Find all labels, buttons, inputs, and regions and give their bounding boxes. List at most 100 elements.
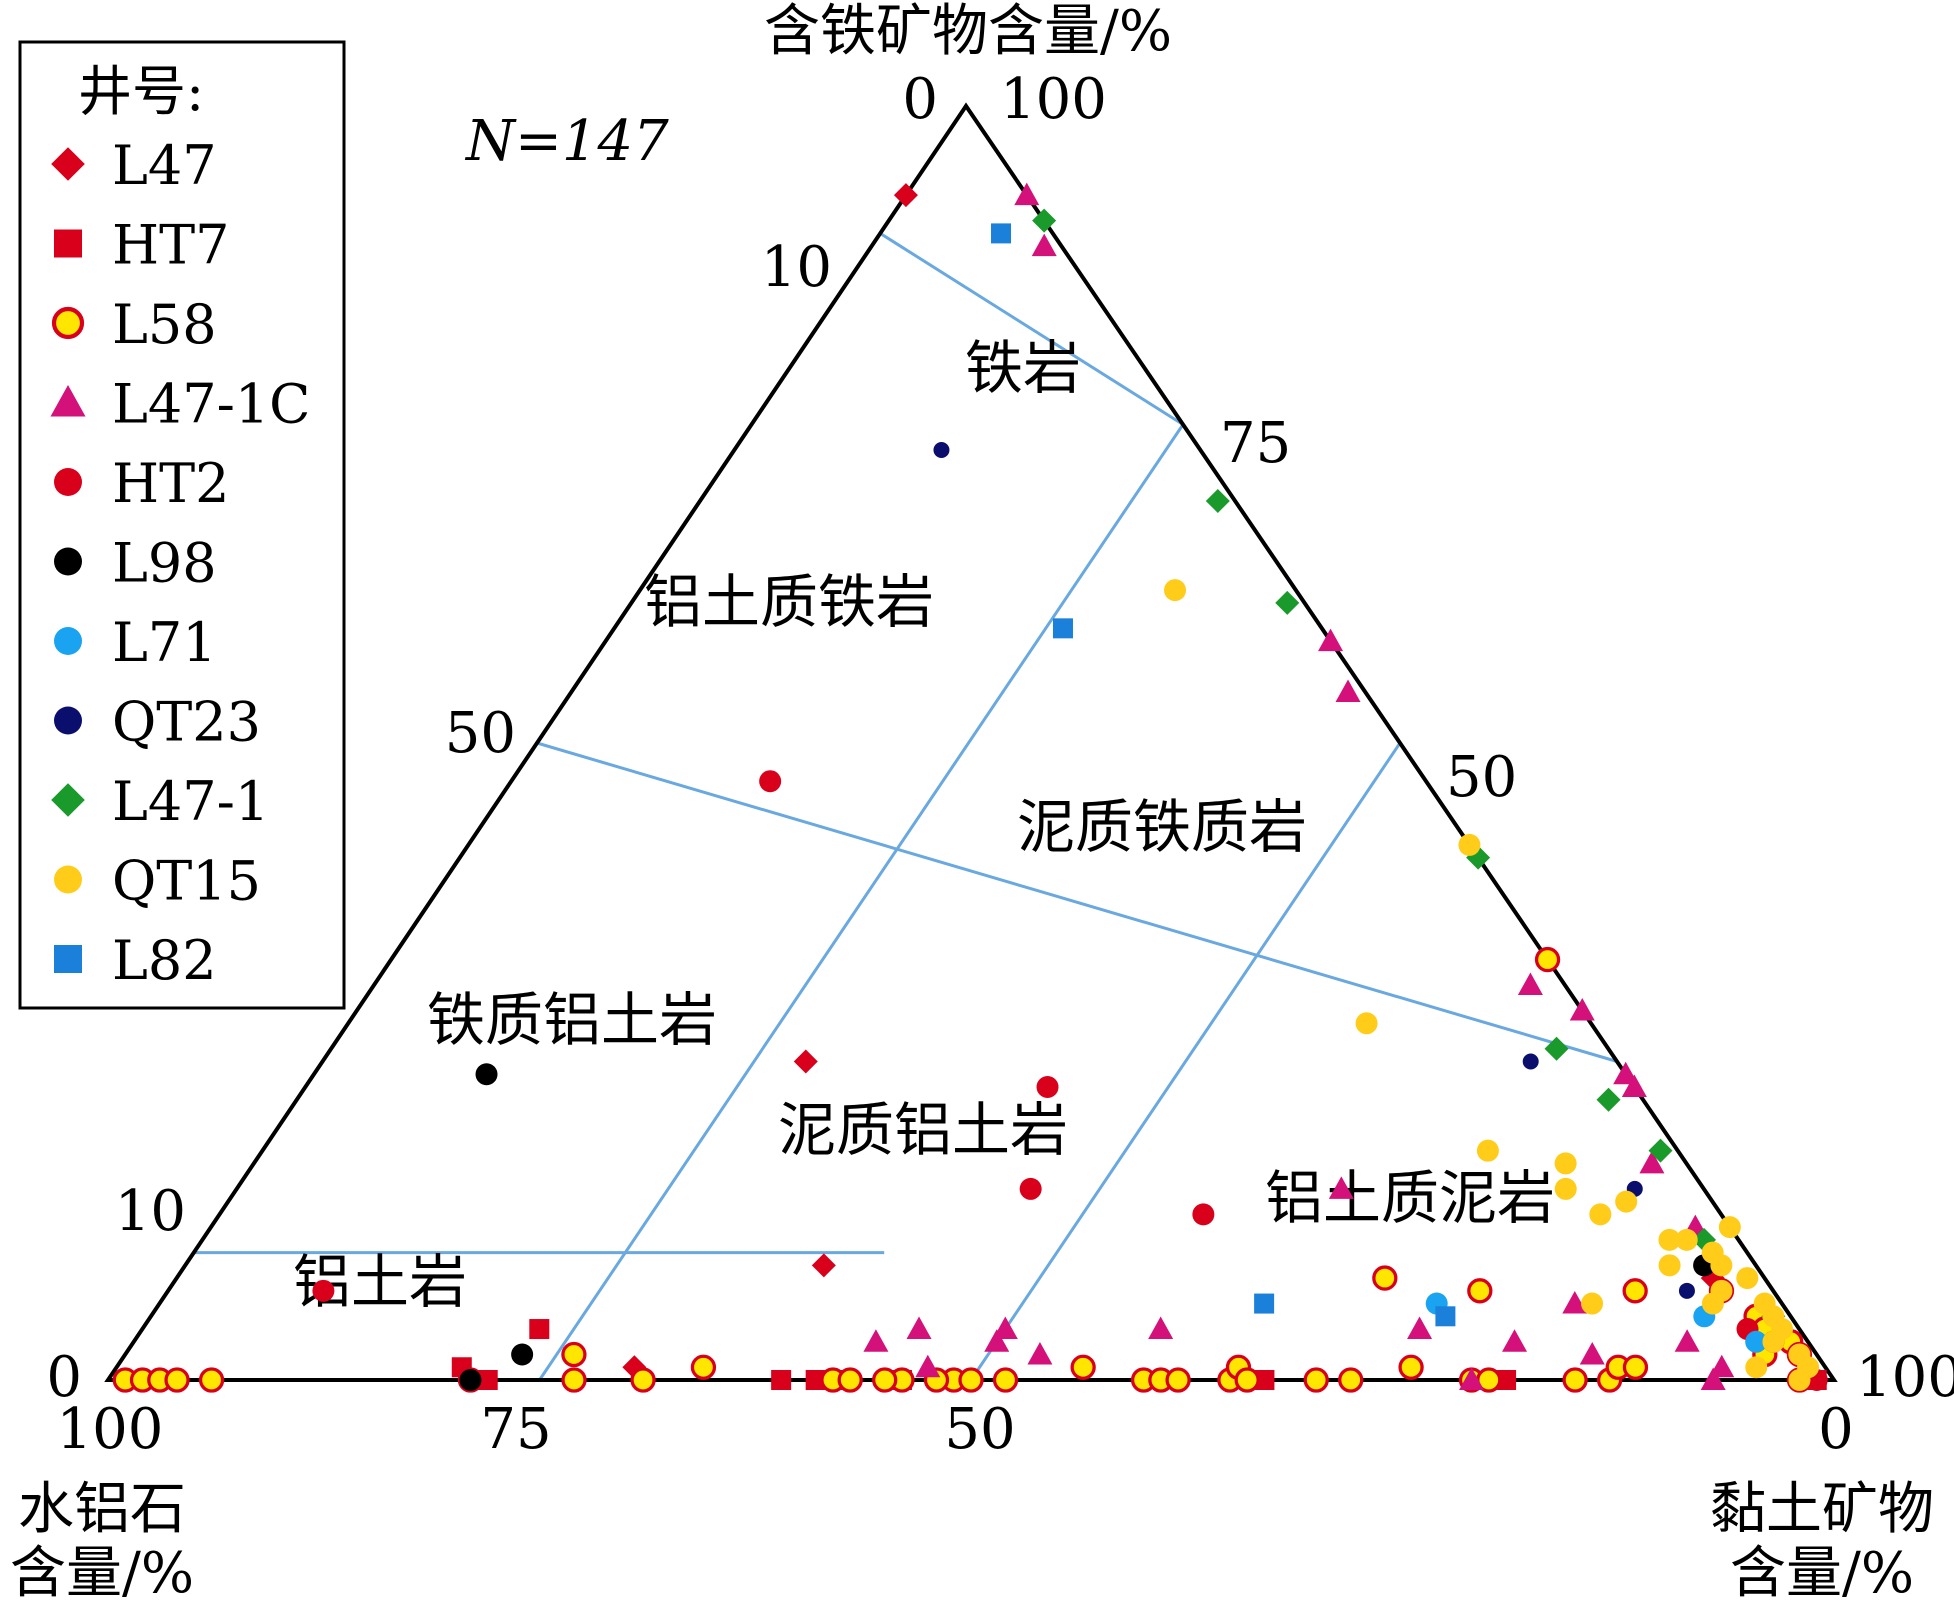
- point-l47-2: [811, 1253, 836, 1278]
- point-l47-1c-15: [1407, 1316, 1433, 1340]
- legend-marker-l71: [54, 627, 82, 655]
- point-qt15-15: [1762, 1330, 1785, 1353]
- axis-text: 含铁矿物含量/% 0 100 10 50 10 0 75 50 100 100 …: [10, 0, 1954, 1606]
- point-l47-1c-25: [1639, 1150, 1665, 1174]
- point-l58-22: [1398, 1354, 1424, 1380]
- point-l58-24: [1622, 1278, 1648, 1304]
- point-l98-1: [511, 1343, 534, 1366]
- point-qt15-5: [1581, 1292, 1604, 1315]
- legend-label-ht2: HT2: [112, 452, 229, 515]
- legend-marker-l98: [54, 547, 82, 576]
- point-l82-0: [991, 223, 1012, 244]
- point-ht2-1: [1036, 1075, 1059, 1098]
- point-l58-35: [1372, 1265, 1398, 1291]
- point-qt15-7: [1658, 1228, 1681, 1251]
- left-axis-title-line2: 含量/%: [10, 1541, 194, 1606]
- point-l58-20: [1303, 1367, 1329, 1393]
- point-qt15-25: [1710, 1279, 1733, 1302]
- bottom-tick-100: 100: [57, 1397, 164, 1462]
- point-l47-1c-20: [1709, 1354, 1735, 1378]
- point-qt23-3: [1678, 1282, 1695, 1299]
- point-ht2-0: [312, 1279, 335, 1302]
- legend-label-l58: L58: [112, 293, 217, 356]
- point-l47-1-6: [1648, 1138, 1673, 1163]
- point-ht7-1: [529, 1319, 550, 1340]
- point-l47-1c-24: [1621, 1074, 1647, 1097]
- point-ht7-6: [805, 1370, 826, 1390]
- legend-marker-l47-1: [51, 783, 85, 817]
- point-l58-3: [164, 1367, 190, 1393]
- point-l58-39: [992, 1367, 1019, 1393]
- point-l47-1c-7: [906, 1316, 932, 1340]
- point-l47-1c-17: [1459, 1367, 1485, 1390]
- left-tick-0: 0: [46, 1345, 82, 1410]
- point-l47-1c-9: [1027, 1342, 1053, 1365]
- point-l47-1c-22: [1674, 1329, 1700, 1352]
- bottom-tick-50: 50: [944, 1397, 1015, 1462]
- point-qt15-4: [1554, 1177, 1577, 1200]
- field-label-bauxitic-mudstone: 铝土质泥岩: [1265, 1164, 1555, 1232]
- point-l47-1c-14: [1613, 1061, 1639, 1085]
- field-boundaries: [193, 232, 1618, 1381]
- point-l58-7: [561, 1367, 587, 1393]
- point-l58-42: [872, 1367, 898, 1393]
- point-ht7-7: [1254, 1370, 1275, 1390]
- point-l58-19: [1234, 1367, 1260, 1393]
- point-l47-1c-18: [1562, 1291, 1588, 1314]
- point-qt15-21: [1658, 1254, 1681, 1277]
- boundary-line-2: [536, 741, 1618, 1063]
- legend-box: [18, 40, 346, 1010]
- point-ht7-8: [1496, 1370, 1517, 1390]
- legend-marker-l82: [54, 945, 82, 973]
- boundary-line-4: [538, 423, 1185, 1381]
- left-axis-title-line1: 水铝石: [18, 1477, 186, 1542]
- legend-label-l47-1c: L47-1C: [112, 373, 311, 436]
- legend-label-qt15: QT15: [112, 850, 261, 913]
- field-label-iron-rock: 铁岩: [965, 334, 1081, 402]
- point-l58-36: [1467, 1278, 1493, 1304]
- point-qt15-11: [1736, 1267, 1759, 1290]
- legend-label-l82: L82: [112, 929, 217, 992]
- point-l47-1c-4: [863, 1329, 889, 1352]
- point-qt23-1: [1522, 1053, 1539, 1070]
- legend-title: 井号:: [78, 60, 204, 123]
- legend-label-l47: L47: [112, 134, 217, 197]
- point-l47-1c-10: [1148, 1316, 1174, 1340]
- point-l47-1c-8: [992, 1316, 1018, 1340]
- point-l47-1c-3: [1335, 679, 1361, 703]
- point-l47-1c-0: [1014, 182, 1040, 206]
- point-l58-30: [1622, 1354, 1649, 1380]
- point-qt15-10: [1710, 1254, 1733, 1277]
- point-l47-1c-2: [1318, 628, 1344, 652]
- field-label-muddy-bauxite: 泥质铝土岩: [778, 1096, 1068, 1164]
- right-tick-100: 100: [1856, 1345, 1954, 1410]
- point-ht2-3: [1019, 1177, 1042, 1200]
- point-qt15-18: [1788, 1369, 1811, 1391]
- point-l47-1-0: [1032, 208, 1057, 233]
- point-qt15-6: [1615, 1190, 1638, 1213]
- point-l82-1: [1052, 618, 1073, 639]
- data-points: [112, 182, 1828, 1393]
- point-l47-1c-23: [1579, 1342, 1605, 1365]
- point-l58-37: [1534, 946, 1561, 973]
- legend-marker-qt23: [54, 706, 82, 735]
- legend-marker-ht2: [54, 468, 82, 496]
- point-l98-2: [475, 1063, 498, 1086]
- point-l58-38: [1070, 1354, 1096, 1380]
- legend-label-l47-1: L47-1: [112, 770, 269, 833]
- point-qt23-0: [933, 441, 950, 458]
- point-qt15-20: [1589, 1203, 1612, 1226]
- point-ht7-4: [771, 1370, 792, 1390]
- point-l98-0: [459, 1369, 482, 1391]
- point-ht2-2: [759, 770, 782, 793]
- top-axis-title: 含铁矿物含量/%: [764, 0, 1172, 64]
- legend-marker-l47-1c: [50, 385, 86, 417]
- point-qt15-23: [1745, 1356, 1768, 1379]
- right-axis-title-line2: 含量/%: [1730, 1541, 1914, 1606]
- point-qt15-3: [1476, 1139, 1499, 1162]
- point-l71-1: [1745, 1330, 1768, 1353]
- legend-marker-l47: [51, 147, 85, 181]
- point-qt15-8: [1675, 1228, 1698, 1251]
- point-l47-1-4: [1596, 1087, 1621, 1112]
